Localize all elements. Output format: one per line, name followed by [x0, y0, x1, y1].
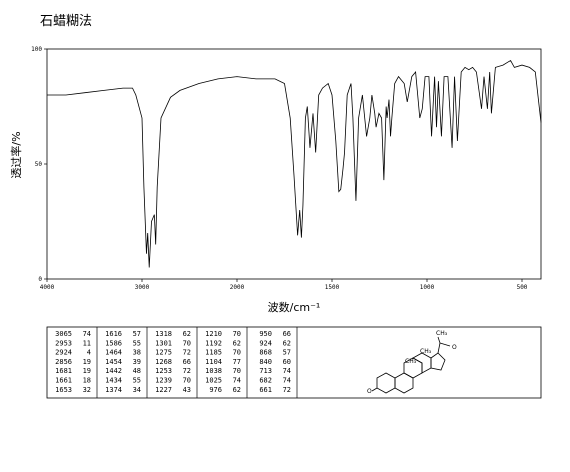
- spectrum-line: [47, 59, 542, 268]
- y-tick-label: 100: [31, 46, 42, 53]
- peak-wavenumber: 1025: [205, 377, 222, 385]
- peak-transmittance: 34: [133, 386, 141, 394]
- peak-transmittance: 70: [233, 330, 241, 338]
- peak-transmittance: 39: [133, 358, 141, 366]
- peak-transmittance: 72: [183, 367, 191, 375]
- peak-transmittance: 11: [83, 339, 91, 347]
- peak-wavenumber: 1104: [205, 358, 222, 366]
- y-axis-label: 透过率/%: [9, 131, 23, 178]
- peak-wavenumber: 1616: [105, 330, 122, 338]
- x-tick-label: 500: [517, 284, 528, 291]
- peak-transmittance: 43: [183, 386, 191, 394]
- peak-transmittance: 70: [233, 367, 241, 375]
- peak-wavenumber: 1454: [105, 358, 122, 366]
- peak-wavenumber: 661: [259, 386, 272, 394]
- peak-wavenumber: 1586: [105, 339, 122, 347]
- peak-wavenumber: 1210: [205, 330, 222, 338]
- peak-transmittance: 77: [233, 358, 241, 366]
- peak-wavenumber: 1374: [105, 386, 122, 394]
- peak-transmittance: 19: [83, 358, 91, 366]
- peak-transmittance: 55: [133, 339, 141, 347]
- y-tick-label: 50: [35, 161, 43, 168]
- peak-wavenumber: 950: [259, 330, 272, 338]
- peak-transmittance: 62: [183, 330, 191, 338]
- peak-table-frame: [46, 326, 542, 399]
- peak-wavenumber: 2924: [55, 349, 72, 357]
- peak-wavenumber: 1434: [105, 377, 122, 385]
- peak-wavenumber: 868: [259, 349, 272, 357]
- peak-transmittance: 55: [133, 377, 141, 385]
- peak-wavenumber: 1239: [155, 377, 172, 385]
- peak-wavenumber: 840: [259, 358, 272, 366]
- peak-transmittance: 38: [133, 349, 141, 357]
- peak-wavenumber: 1253: [155, 367, 172, 375]
- peak-wavenumber: 682: [259, 377, 272, 385]
- peak-transmittance: 57: [133, 330, 141, 338]
- peak-transmittance: 66: [283, 330, 291, 338]
- peak-wavenumber: 1301: [155, 339, 172, 347]
- peak-transmittance: 60: [283, 358, 291, 366]
- x-tick-label: 2000: [230, 284, 245, 291]
- peak-transmittance: 18: [83, 377, 91, 385]
- peak-wavenumber: 1275: [155, 349, 172, 357]
- peak-transmittance: 74: [283, 377, 291, 385]
- peak-transmittance: 4: [87, 349, 91, 357]
- peak-wavenumber: 1464: [105, 349, 122, 357]
- peak-wavenumber: 1185: [205, 349, 222, 357]
- peak-wavenumber: 1192: [205, 339, 222, 347]
- peak-transmittance: 32: [83, 386, 91, 394]
- peak-wavenumber: 3065: [55, 330, 72, 338]
- peak-transmittance: 70: [233, 349, 241, 357]
- peak-wavenumber: 1653: [55, 386, 72, 394]
- peak-transmittance: 74: [233, 377, 241, 385]
- peak-wavenumber: 1681: [55, 367, 72, 375]
- peak-wavenumber: 713: [259, 367, 272, 375]
- plot-frame: [46, 48, 542, 280]
- peak-wavenumber: 1038: [205, 367, 222, 375]
- peak-wavenumber: 2953: [55, 339, 72, 347]
- structure-label: O: [452, 344, 457, 351]
- structure: [371, 336, 451, 394]
- structure-label: CH₃: [420, 348, 432, 355]
- peak-transmittance: 70: [183, 377, 191, 385]
- peak-wavenumber: 976: [209, 386, 222, 394]
- x-tick-label: 4000: [40, 284, 55, 291]
- peak-wavenumber: 1268: [155, 358, 172, 366]
- structure-label: CH₃: [436, 330, 448, 337]
- peak-transmittance: 19: [83, 367, 91, 375]
- y-tick-label: 0: [38, 276, 42, 283]
- x-tick-label: 1500: [325, 284, 340, 291]
- peak-transmittance: 72: [183, 349, 191, 357]
- peak-wavenumber: 1661: [55, 377, 72, 385]
- x-tick-label: 3000: [135, 284, 150, 291]
- peak-transmittance: 62: [233, 386, 241, 394]
- structure-label: CH₃: [405, 358, 417, 365]
- peak-transmittance: 48: [133, 367, 141, 375]
- peak-transmittance: 70: [183, 339, 191, 347]
- peak-transmittance: 74: [83, 330, 91, 338]
- peak-transmittance: 66: [183, 358, 191, 366]
- x-axis-label: 波数/cm⁻¹: [268, 301, 321, 314]
- peak-transmittance: 62: [233, 339, 241, 347]
- peak-wavenumber: 1227: [155, 386, 172, 394]
- peak-transmittance: 57: [283, 349, 291, 357]
- peak-wavenumber: 1442: [105, 367, 122, 375]
- x-tick-label: 1000: [420, 284, 435, 291]
- peak-transmittance: 74: [283, 367, 291, 375]
- chart-title: 石蜡糊法: [40, 13, 92, 29]
- peak-wavenumber: 2856: [55, 358, 72, 366]
- peak-wavenumber: 1318: [155, 330, 172, 338]
- peak-wavenumber: 924: [259, 339, 272, 347]
- peak-transmittance: 62: [283, 339, 291, 347]
- peak-transmittance: 72: [283, 386, 291, 394]
- structure-label: O: [367, 388, 372, 395]
